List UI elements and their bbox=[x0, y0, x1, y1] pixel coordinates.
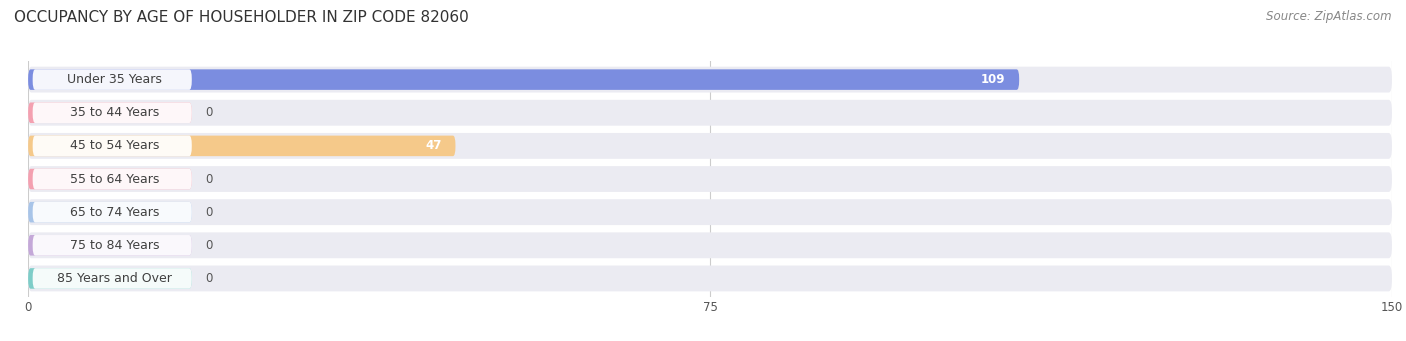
FancyBboxPatch shape bbox=[32, 103, 191, 123]
Text: Source: ZipAtlas.com: Source: ZipAtlas.com bbox=[1267, 10, 1392, 23]
FancyBboxPatch shape bbox=[28, 133, 1392, 159]
Text: 0: 0 bbox=[205, 272, 212, 285]
FancyBboxPatch shape bbox=[32, 169, 191, 189]
FancyBboxPatch shape bbox=[32, 136, 191, 156]
Text: 35 to 44 Years: 35 to 44 Years bbox=[70, 106, 159, 119]
Text: 0: 0 bbox=[205, 206, 212, 219]
Text: Under 35 Years: Under 35 Years bbox=[67, 73, 162, 86]
FancyBboxPatch shape bbox=[28, 100, 1392, 126]
FancyBboxPatch shape bbox=[28, 268, 191, 289]
FancyBboxPatch shape bbox=[28, 67, 1392, 92]
FancyBboxPatch shape bbox=[28, 69, 1019, 90]
Text: 75 to 84 Years: 75 to 84 Years bbox=[70, 239, 159, 252]
FancyBboxPatch shape bbox=[28, 103, 191, 123]
FancyBboxPatch shape bbox=[28, 136, 456, 156]
FancyBboxPatch shape bbox=[28, 199, 1392, 225]
FancyBboxPatch shape bbox=[28, 266, 1392, 291]
FancyBboxPatch shape bbox=[32, 69, 191, 90]
Text: 0: 0 bbox=[205, 106, 212, 119]
Text: 0: 0 bbox=[205, 239, 212, 252]
FancyBboxPatch shape bbox=[32, 268, 191, 289]
Text: 0: 0 bbox=[205, 173, 212, 186]
FancyBboxPatch shape bbox=[28, 202, 191, 222]
FancyBboxPatch shape bbox=[28, 169, 191, 189]
FancyBboxPatch shape bbox=[32, 235, 191, 255]
Text: 65 to 74 Years: 65 to 74 Years bbox=[70, 206, 159, 219]
Text: 45 to 54 Years: 45 to 54 Years bbox=[70, 139, 159, 152]
Text: OCCUPANCY BY AGE OF HOUSEHOLDER IN ZIP CODE 82060: OCCUPANCY BY AGE OF HOUSEHOLDER IN ZIP C… bbox=[14, 10, 468, 25]
FancyBboxPatch shape bbox=[28, 232, 1392, 258]
FancyBboxPatch shape bbox=[28, 166, 1392, 192]
Text: 109: 109 bbox=[981, 73, 1005, 86]
FancyBboxPatch shape bbox=[32, 202, 191, 222]
Text: 85 Years and Over: 85 Years and Over bbox=[58, 272, 172, 285]
FancyBboxPatch shape bbox=[28, 235, 191, 255]
Text: 47: 47 bbox=[426, 139, 441, 152]
Text: 55 to 64 Years: 55 to 64 Years bbox=[70, 173, 159, 186]
